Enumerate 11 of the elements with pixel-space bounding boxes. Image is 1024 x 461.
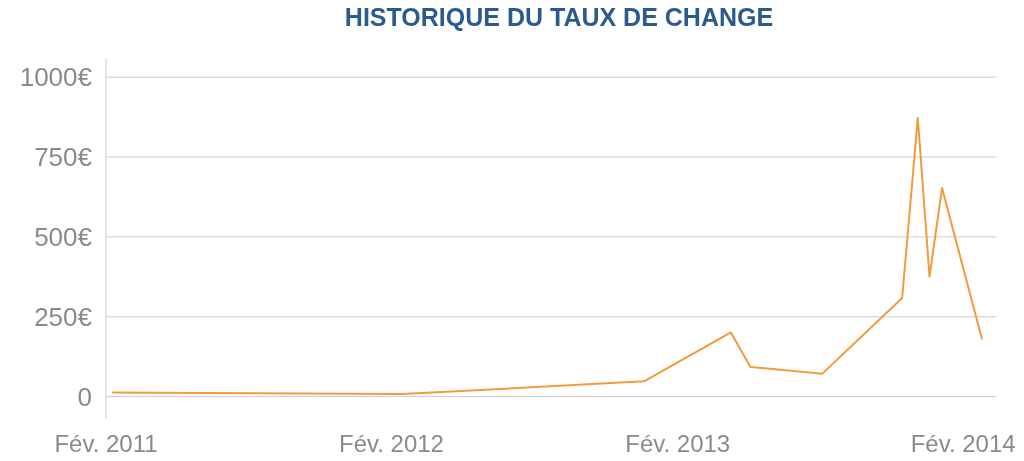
x-tick-label: Fév. 2011: [54, 430, 158, 457]
y-tick-label: 750€: [34, 142, 93, 173]
y-tick-label: 250€: [34, 301, 93, 332]
y-tick-label: 1000€: [19, 62, 93, 93]
x-tick-label: Fév. 2012: [338, 430, 444, 457]
chart-title: HISTORIQUE DU TAUX DE CHANGE: [344, 3, 774, 31]
y-tick-label: 500€: [34, 221, 93, 252]
x-tick-label: Fév. 2014: [910, 430, 1016, 457]
x-tick-label: Fév. 2013: [625, 430, 731, 457]
line-series: [112, 117, 983, 396]
y-tick-label: 0: [77, 381, 92, 412]
